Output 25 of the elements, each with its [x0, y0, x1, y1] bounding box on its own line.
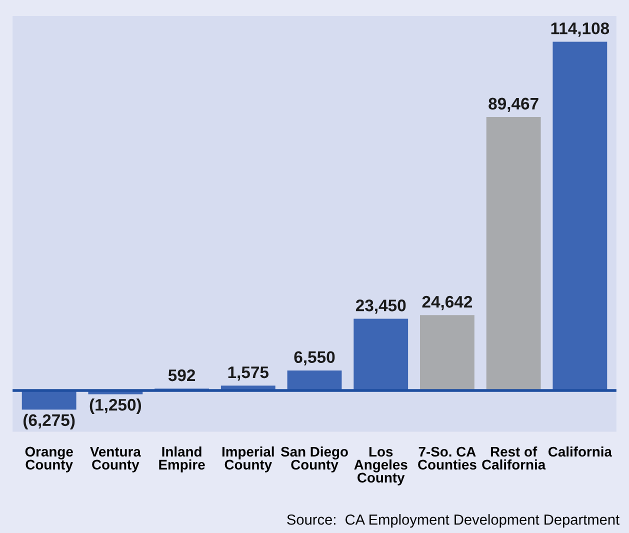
- data-label: 89,467: [488, 98, 538, 112]
- x-tick-label: California: [548, 446, 612, 457]
- data-label: (6,275): [24, 414, 75, 430]
- data-label: 6,550: [294, 351, 335, 366]
- bar: [354, 318, 408, 390]
- x-tick-label: Inland Empire: [159, 446, 205, 472]
- x-tick-label: Ventura County: [90, 446, 141, 472]
- data-label: 114,108: [551, 22, 610, 37]
- x-tick-label: 7-So. CA Counties: [418, 446, 476, 470]
- data-label: 1,575: [228, 366, 269, 381]
- data-label: 592: [168, 369, 196, 382]
- bar: [420, 315, 474, 390]
- source-note: Source: CA Employment Development Department: [287, 514, 620, 528]
- data-label: (1,250): [90, 398, 142, 414]
- data-label: 24,642: [422, 296, 472, 310]
- bar: [552, 42, 608, 390]
- data-label: 23,450: [356, 300, 406, 314]
- bar: [287, 370, 342, 390]
- x-tick-label: Rest of California: [482, 446, 546, 470]
- bar: [486, 117, 541, 390]
- x-tick-label: Los Angeles County: [354, 446, 408, 486]
- x-tick-label: Orange County: [25, 446, 73, 472]
- bar: [22, 390, 76, 410]
- x-tick-label: San Diego County: [280, 446, 348, 472]
- x-tick-label: Imperial County: [222, 446, 274, 472]
